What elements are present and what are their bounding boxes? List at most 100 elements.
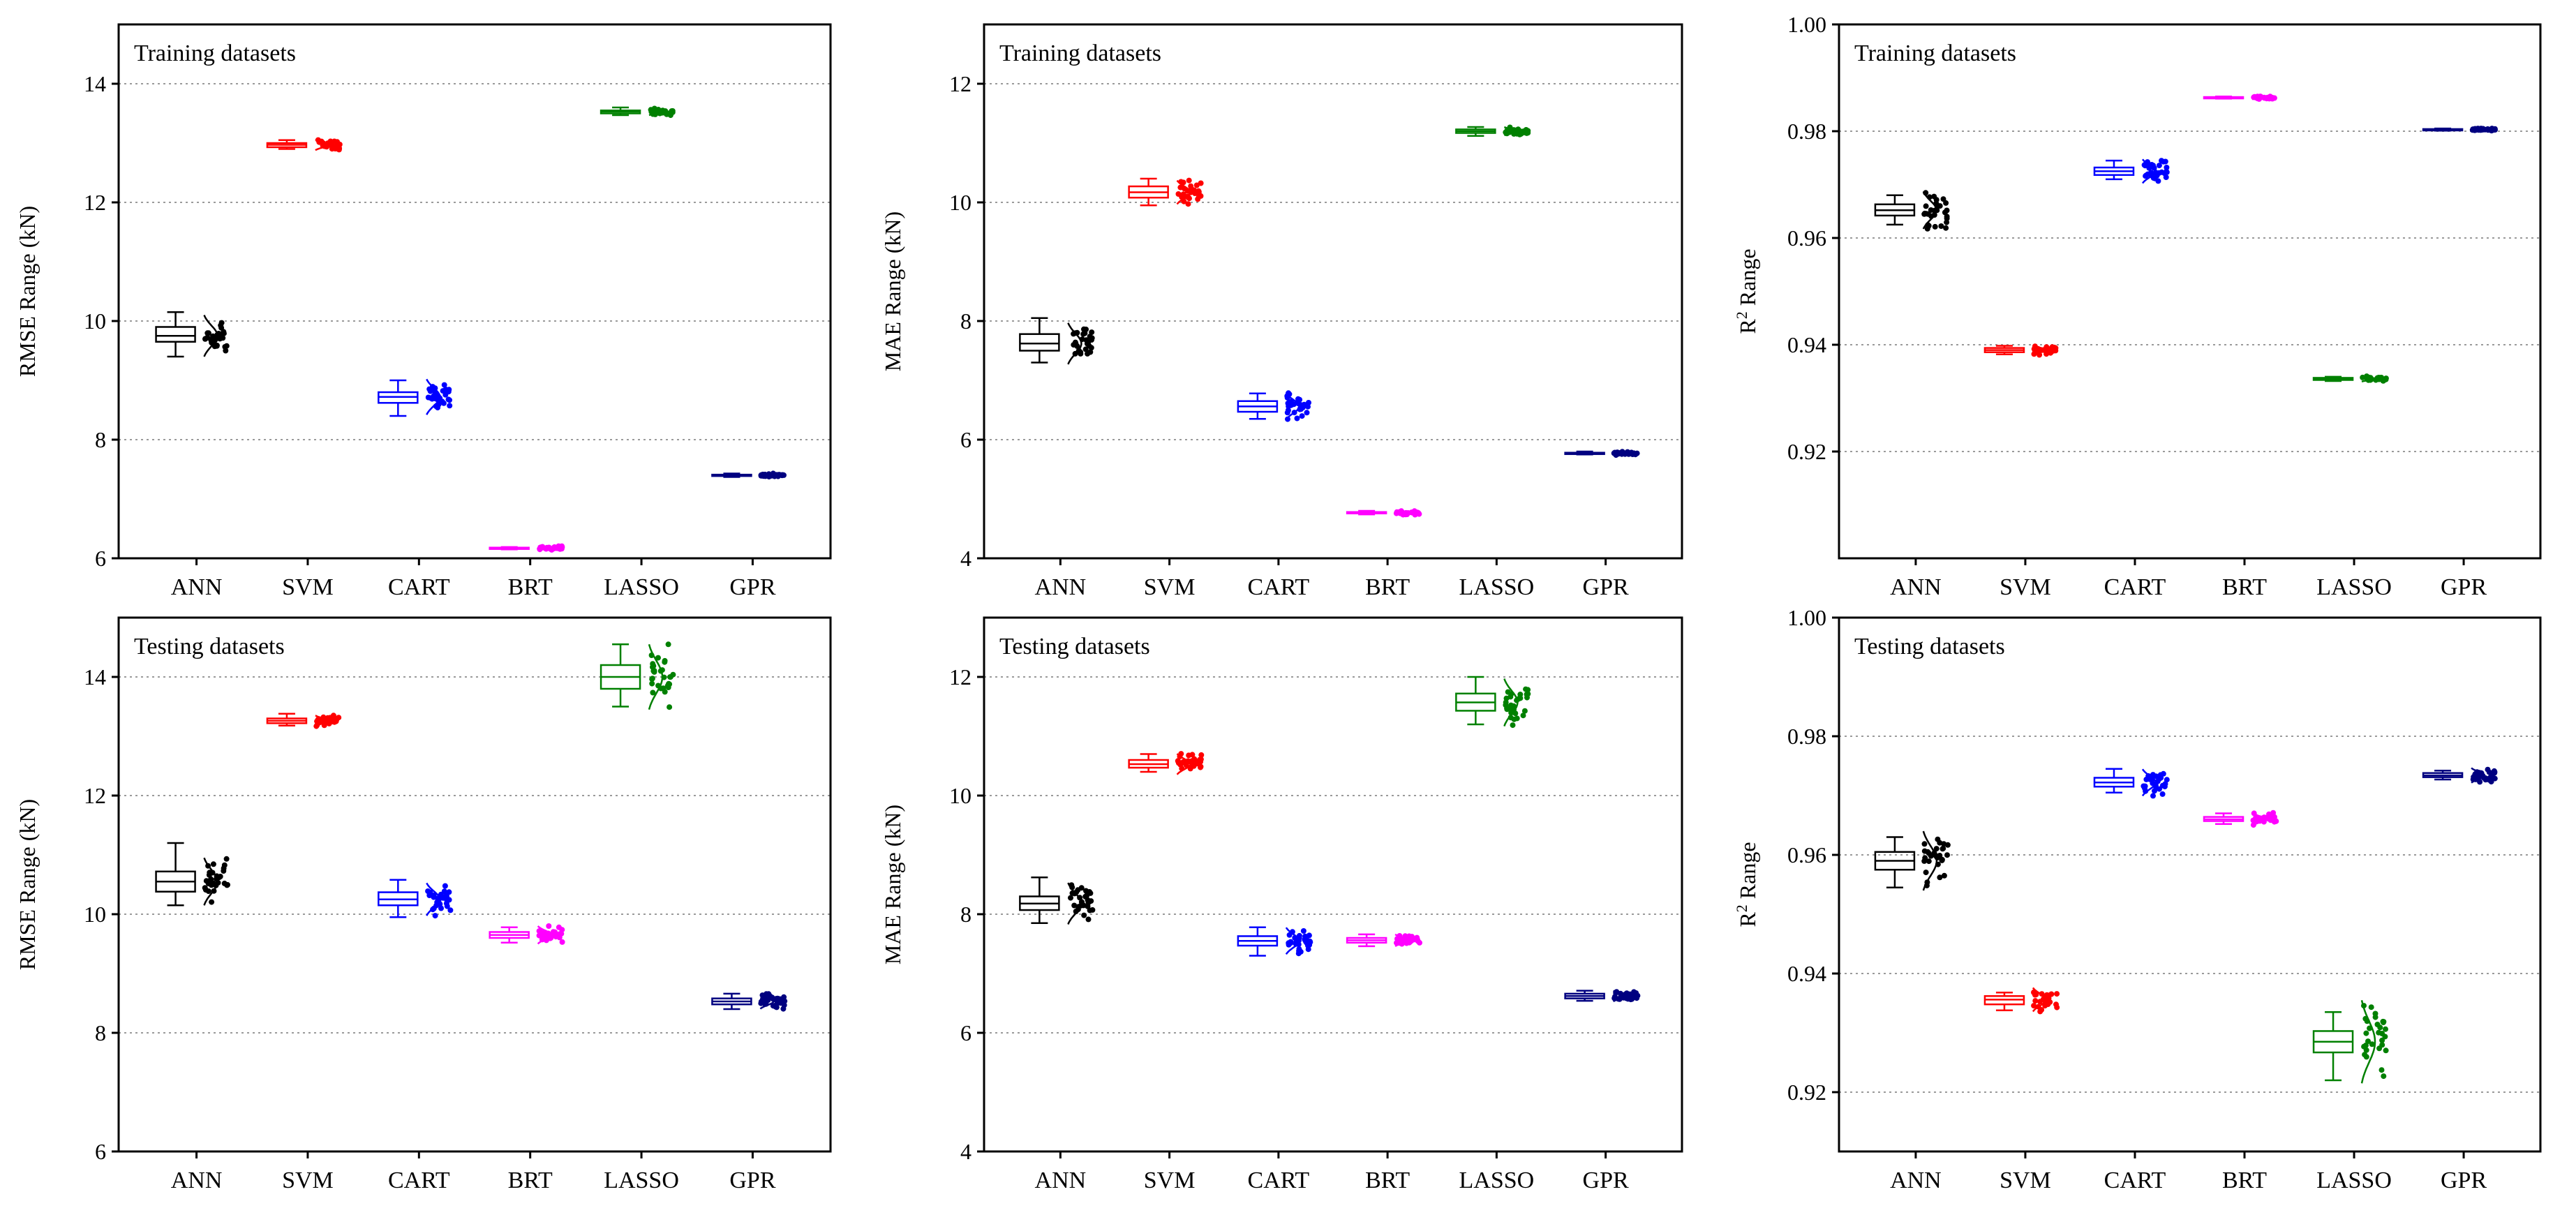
data-point [648, 109, 655, 115]
data-point [1520, 130, 1526, 136]
data-point [1923, 190, 1929, 196]
y-tick-label: 0.94 [1787, 961, 1826, 986]
data-point [1189, 752, 1196, 758]
data-point [427, 889, 433, 895]
data-point [1307, 939, 1313, 946]
data-point [2482, 777, 2489, 783]
data-point [1611, 994, 1618, 1000]
series-cart: CART [2093, 768, 2170, 1193]
data-point [2362, 1052, 2368, 1058]
series-lasso: LASSO [600, 105, 679, 600]
data-point [1406, 939, 1413, 946]
data-point [1520, 713, 1526, 719]
data-point [442, 883, 448, 889]
data-point [2362, 1015, 2369, 1022]
data-point [2048, 991, 2055, 997]
panel-label: Training datasets [1854, 40, 2016, 66]
data-point [2032, 998, 2039, 1004]
x-tick-label: BRT [508, 574, 553, 600]
y-tick-label: 14 [84, 664, 106, 689]
data-point [1634, 995, 1640, 1001]
x-tick-label: LASSO [604, 1168, 679, 1193]
y-tick-label: 12 [949, 71, 971, 96]
x-tick-label: ANN [171, 1168, 223, 1193]
series-svm: SVM [1128, 177, 1204, 600]
data-point [1089, 329, 1095, 336]
data-point [1069, 882, 1075, 888]
plot-frame [1838, 616, 2542, 1153]
data-point [2258, 94, 2264, 100]
data-point [318, 718, 324, 724]
x-tick-label: ANN [171, 574, 223, 600]
series-brt: BRT [2203, 94, 2277, 600]
data-point [1196, 189, 1202, 195]
data-point [2147, 776, 2153, 782]
data-point [2032, 348, 2038, 355]
data-point [1186, 195, 1192, 202]
data-point [559, 939, 565, 945]
data-point [2154, 172, 2160, 179]
data-point [2270, 810, 2277, 816]
data-point [1074, 329, 1080, 336]
data-point [1411, 508, 1417, 514]
y-tick-label: 4 [960, 546, 971, 571]
data-point [1625, 451, 1632, 457]
data-point [1289, 929, 1295, 935]
x-tick-label: BRT [2222, 1168, 2267, 1193]
data-point [447, 907, 454, 914]
y-tick-label: 0.92 [1787, 439, 1826, 464]
x-tick-label: GPR [1583, 574, 1629, 600]
data-point [541, 933, 547, 939]
data-point [2360, 374, 2366, 380]
data-point [431, 894, 437, 900]
data-point [1291, 401, 1297, 408]
data-point [322, 142, 327, 149]
data-point [2049, 344, 2055, 350]
data-point [221, 330, 227, 336]
data-point [2492, 126, 2498, 132]
data-point [1296, 937, 1302, 944]
x-tick-label: SVM [1144, 1168, 1196, 1193]
data-point [553, 934, 559, 940]
data-point [544, 544, 550, 551]
data-point [1085, 897, 1091, 903]
data-point [210, 861, 216, 867]
data-point [1398, 508, 1404, 514]
data-point [205, 863, 211, 869]
data-point [2376, 1045, 2383, 1052]
x-tick-label: BRT [508, 1168, 553, 1193]
data-point [1299, 413, 1305, 419]
data-point [2158, 775, 2164, 781]
data-point [2164, 168, 2170, 174]
y-tick-label: 6 [95, 546, 106, 571]
data-point [667, 704, 673, 710]
data-point [1081, 912, 1087, 918]
y-axis-label: MAE Range (kN) [880, 805, 905, 964]
y-tick-label: 10 [949, 783, 971, 808]
data-point [2145, 159, 2150, 165]
data-point [2363, 1047, 2369, 1053]
data-point [336, 145, 343, 151]
data-point [669, 108, 676, 114]
data-point [1196, 761, 1201, 767]
data-point [2042, 1003, 2048, 1009]
data-point [1514, 130, 1520, 136]
data-point [2037, 999, 2043, 1005]
series-lasso: LASSO [1455, 676, 1534, 1193]
x-tick-label: LASSO [2316, 1168, 2392, 1193]
series-gpr: GPR [711, 991, 788, 1193]
data-point [447, 403, 453, 409]
chart-panel-4: 6 8 10 12 14 RMSE Range (kN) Testing datasets A… [15, 616, 832, 1193]
data-point [1191, 756, 1198, 762]
data-point [665, 641, 671, 648]
y-tick-label: 0.98 [1787, 119, 1826, 144]
data-point [442, 392, 449, 398]
series-ann: ANN [1874, 190, 1950, 600]
y-tick-label: 10 [84, 308, 106, 334]
data-point [1928, 853, 1934, 859]
data-point [1186, 177, 1192, 184]
x-tick-label: SVM [282, 1168, 334, 1193]
data-point [205, 888, 211, 894]
x-tick-label: CART [2104, 574, 2166, 600]
